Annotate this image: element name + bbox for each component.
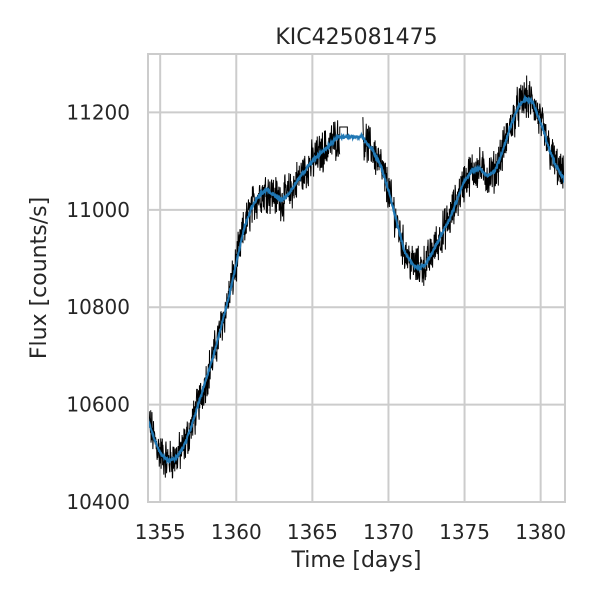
x-tick-label: 1365 [287, 520, 338, 544]
x-tick-label: 1360 [211, 520, 262, 544]
x-axis-label: Time [days] [291, 548, 422, 573]
x-tick-label: 1355 [135, 520, 186, 544]
chart-title: KIC425081475 [275, 25, 437, 50]
y-axis-ticks: 10400 10600 10800 11000 11200 [66, 100, 130, 514]
smoothed-flux-series [148, 94, 565, 465]
y-tick-label: 10400 [66, 490, 130, 514]
y-axis-label: Flux [counts/s] [27, 197, 52, 359]
y-tick-label: 10800 [66, 295, 130, 319]
x-tick-label: 1375 [439, 520, 490, 544]
plot-area [148, 75, 565, 479]
axes-frame [147, 53, 566, 503]
y-tick-label: 10600 [66, 393, 130, 417]
y-tick-label: 11000 [66, 198, 130, 222]
x-tick-label: 1370 [363, 520, 414, 544]
y-tick-label: 11200 [66, 100, 130, 124]
x-tick-label: 1380 [515, 520, 566, 544]
raw-gap-step [339, 126, 348, 137]
x-axis-ticks: 1355 1360 1365 1370 1375 1380 [135, 520, 566, 544]
